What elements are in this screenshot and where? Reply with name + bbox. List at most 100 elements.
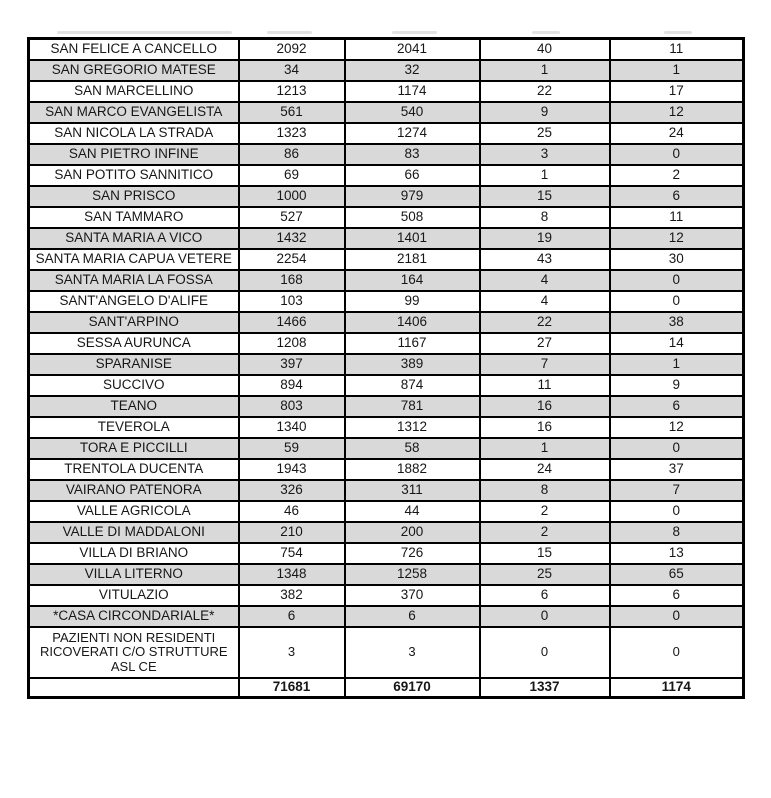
value-cell: 1943	[237, 458, 346, 481]
municipality-cell: SAN FELICE A CANCELLO	[27, 37, 240, 61]
value-cell: 43	[478, 248, 611, 271]
value-cell: 6	[608, 395, 745, 418]
value-cell: 15	[478, 542, 611, 565]
value-cell: 3	[237, 626, 346, 679]
value-cell: 6	[237, 605, 346, 628]
value-cell: 99	[343, 290, 481, 313]
value-cell: 0	[478, 605, 611, 628]
municipality-cell: SANTA MARIA CAPUA VETERE	[27, 248, 240, 271]
cropped-row-fragment	[27, 29, 742, 36]
value-cell: 1208	[237, 332, 346, 355]
value-cell: 22	[478, 311, 611, 334]
value-cell: 46	[237, 500, 346, 523]
value-cell: 71681	[237, 677, 346, 699]
table-row: VITULAZIO 382 370 6 6	[27, 584, 745, 607]
cropped-text-smudge	[392, 31, 437, 34]
value-cell: 874	[343, 374, 481, 397]
value-cell: 0	[608, 143, 745, 166]
table-row: VILLA DI BRIANO 754 726 15 13	[27, 542, 745, 565]
table-row: SANT'ANGELO D'ALIFE 103 99 4 0	[27, 290, 745, 313]
cropped-text-smudge	[532, 31, 560, 34]
value-cell: 894	[237, 374, 346, 397]
municipality-cell: SAN MARCELLINO	[27, 80, 240, 103]
value-cell: 22	[478, 80, 611, 103]
value-cell: 2	[478, 500, 611, 523]
value-cell: 1	[478, 59, 611, 82]
municipality-cell: SESSA AURUNCA	[27, 332, 240, 355]
municipality-cell: SAN POTITO SANNITICO	[27, 164, 240, 187]
table-total-row: 71681 69170 1337 1174	[27, 677, 745, 699]
municipality-cell: VILLA LITERNO	[27, 563, 240, 586]
value-cell: 66	[343, 164, 481, 187]
municipality-cell: PAZIENTI NON RESIDENTI RICOVERATI C/O ST…	[27, 626, 240, 679]
value-cell: 1406	[343, 311, 481, 334]
value-cell: 4	[478, 290, 611, 313]
municipality-cell: SANT'ARPINO	[27, 311, 240, 334]
table-row: VAIRANO PATENORA 326 311 8 7	[27, 479, 745, 502]
value-cell: 12	[608, 227, 745, 250]
value-cell: 44	[343, 500, 481, 523]
table-row: TEVEROLA 1340 1312 16 12	[27, 416, 745, 439]
cropped-text-smudge	[267, 31, 312, 34]
table-row: SANTA MARIA CAPUA VETERE 2254 2181 43 30	[27, 248, 745, 271]
municipality-cell: SUCCIVO	[27, 374, 240, 397]
value-cell: 12	[608, 101, 745, 124]
municipality-cell: SAN PIETRO INFINE	[27, 143, 240, 166]
value-cell: 4	[478, 269, 611, 292]
municipality-cell: TRENTOLA DUCENTA	[27, 458, 240, 481]
municipality-cell: SAN TAMMARO	[27, 206, 240, 229]
table-row: SUCCIVO 894 874 11 9	[27, 374, 745, 397]
value-cell: 59	[237, 437, 346, 460]
municipality-cell	[27, 677, 240, 699]
value-cell: 1401	[343, 227, 481, 250]
value-cell: 15	[478, 185, 611, 208]
municipality-cell: VALLE DI MADDALONI	[27, 521, 240, 544]
value-cell: 69	[237, 164, 346, 187]
value-cell: 3	[343, 626, 481, 679]
value-cell: 2092	[237, 37, 346, 61]
value-cell: 164	[343, 269, 481, 292]
value-cell: 0	[608, 500, 745, 523]
value-cell: 11	[608, 37, 745, 61]
table-row: TORA E PICCILLI 59 58 1 0	[27, 437, 745, 460]
value-cell: 83	[343, 143, 481, 166]
municipality-cell: VITULAZIO	[27, 584, 240, 607]
value-cell: 9	[478, 101, 611, 124]
municipality-cell: SAN NICOLA LA STRADA	[27, 122, 240, 145]
value-cell: 1	[608, 59, 745, 82]
value-cell: 0	[608, 605, 745, 628]
table-row: SAN FELICE A CANCELLO 2092 2041 40 11	[27, 37, 745, 61]
value-cell: 69170	[343, 677, 481, 699]
table-row: SAN PRISCO 1000 979 15 6	[27, 185, 745, 208]
value-cell: 1000	[237, 185, 346, 208]
value-cell: 1348	[237, 563, 346, 586]
value-cell: 3	[478, 143, 611, 166]
cropped-text-smudge	[57, 31, 232, 34]
value-cell: 1312	[343, 416, 481, 439]
municipality-cell: TORA E PICCILLI	[27, 437, 240, 460]
value-cell: 86	[237, 143, 346, 166]
value-cell: 200	[343, 521, 481, 544]
table-row: SAN POTITO SANNITICO 69 66 1 2	[27, 164, 745, 187]
table-row: TEANO 803 781 16 6	[27, 395, 745, 418]
value-cell: 7	[608, 479, 745, 502]
value-cell: 19	[478, 227, 611, 250]
municipality-cell: TEANO	[27, 395, 240, 418]
municipality-data-table: SAN FELICE A CANCELLO 2092 2041 40 11 SAN GRE…	[27, 37, 745, 699]
value-cell: 32	[343, 59, 481, 82]
value-cell: 1	[478, 164, 611, 187]
value-cell: 781	[343, 395, 481, 418]
value-cell: 38	[608, 311, 745, 334]
value-cell: 1432	[237, 227, 346, 250]
value-cell: 8	[478, 479, 611, 502]
table-row: SPARANISE 397 389 7 1	[27, 353, 745, 376]
municipality-cell: SANTA MARIA LA FOSSA	[27, 269, 240, 292]
table-row: SAN GREGORIO MATESE 34 32 1 1	[27, 59, 745, 82]
municipality-cell: VILLA DI BRIANO	[27, 542, 240, 565]
municipality-cell: *CASA CIRCONDARIALE*	[27, 605, 240, 628]
municipality-cell: SANTA MARIA A VICO	[27, 227, 240, 250]
value-cell: 1882	[343, 458, 481, 481]
municipality-cell: VAIRANO PATENORA	[27, 479, 240, 502]
value-cell: 389	[343, 353, 481, 376]
